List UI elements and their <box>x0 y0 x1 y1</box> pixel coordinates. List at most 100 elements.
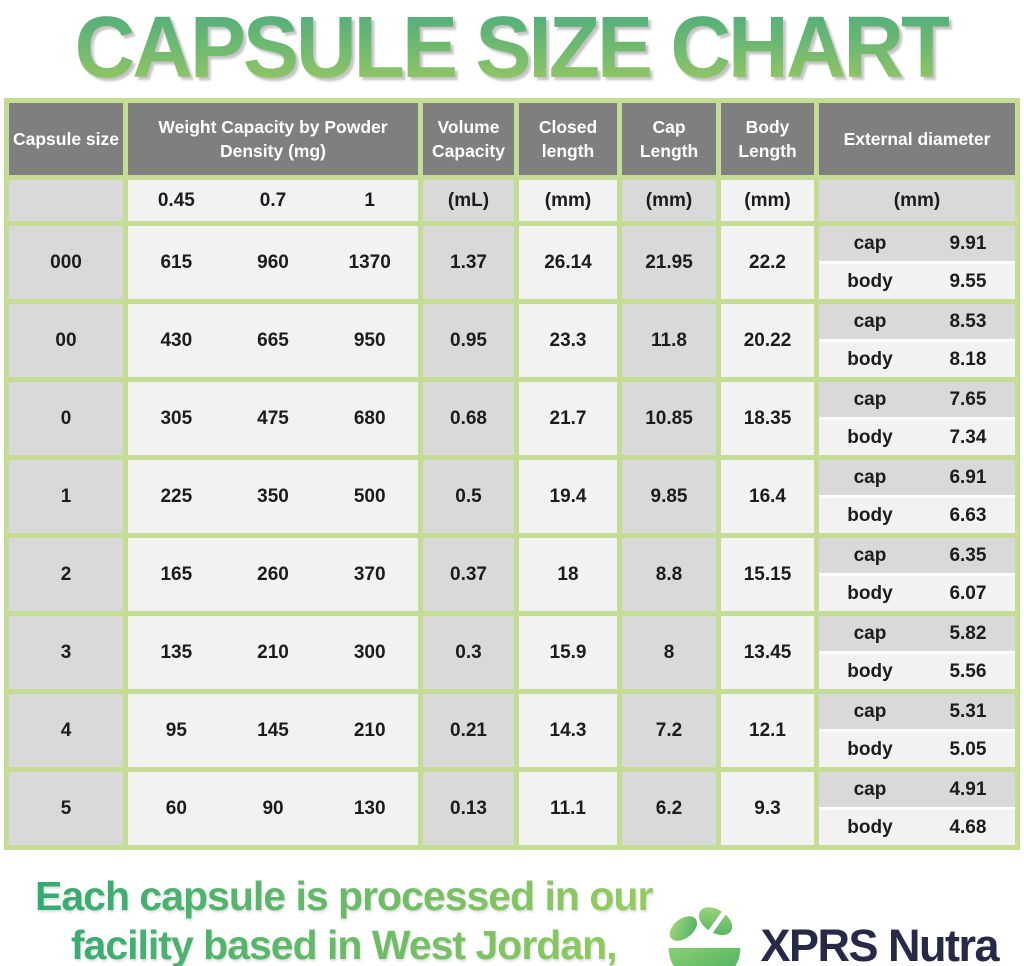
cell-volume-capacity: 0.13 <box>423 772 514 845</box>
cell-weight-capacities: 95 145 210 <box>128 694 418 767</box>
table-row: 0 305 475 680 0.68 21.7 10.85 18.35 cap … <box>9 382 1015 455</box>
external-body-value: 4.68 <box>949 816 987 838</box>
cell-capsule-size: 1 <box>9 460 123 533</box>
header-closed-length: Closed length <box>519 103 617 175</box>
cell-cap-length: 7.2 <box>622 694 716 767</box>
external-cap-value: 5.31 <box>949 700 987 722</box>
cell-cap-length: 6.2 <box>622 772 716 845</box>
external-body-value: 5.56 <box>949 660 987 682</box>
external-cap-label: cap <box>853 700 887 722</box>
weight-density-1: 210 <box>353 719 386 741</box>
cell-body-length: 22.2 <box>721 226 814 299</box>
cell-cap-length: 21.95 <box>622 226 716 299</box>
external-body-label: body <box>847 504 893 526</box>
external-body-label: body <box>847 738 893 760</box>
cell-body-length: 9.3 <box>721 772 814 845</box>
brand-name: XPRS Nutra <box>760 919 999 966</box>
external-body-label: body <box>847 426 893 448</box>
header-volume-capacity: Volume Capacity <box>423 103 514 175</box>
weight-density-07: 350 <box>257 485 289 507</box>
weight-density-1: 300 <box>353 641 386 663</box>
cell-volume-capacity: 0.5 <box>423 460 514 533</box>
external-body-label: body <box>847 348 893 370</box>
unit-cap: (mm) <box>622 180 716 221</box>
tagline-line1: Each capsule is processed in our <box>35 873 653 919</box>
cell-body-length: 20.22 <box>721 304 814 377</box>
external-cap-value: 6.91 <box>949 466 987 488</box>
external-body-row: body 7.34 <box>819 420 1015 455</box>
cell-body-length: 13.45 <box>721 616 814 689</box>
external-cap-label: cap <box>853 622 887 644</box>
external-cap-row: cap 5.82 <box>819 616 1015 651</box>
cell-cap-length: 8 <box>622 616 716 689</box>
external-cap-label: cap <box>853 466 887 488</box>
cell-volume-capacity: 0.21 <box>423 694 514 767</box>
external-body-value: 6.07 <box>949 582 987 604</box>
table-row: 5 60 90 130 0.13 11.1 6.2 9.3 cap 4.91 b… <box>9 772 1015 845</box>
weight-density-07: 90 <box>262 797 284 819</box>
weight-density-045: 225 <box>160 485 193 507</box>
cell-external-diameter: cap 5.31 body 5.05 <box>819 694 1015 767</box>
cell-capsule-size: 4 <box>9 694 123 767</box>
cell-external-diameter: cap 8.53 body 8.18 <box>819 304 1015 377</box>
weight-density-1: 370 <box>353 563 386 585</box>
cell-external-diameter: cap 6.91 body 6.63 <box>819 460 1015 533</box>
external-body-value: 6.63 <box>949 504 987 526</box>
footer-tagline: Each capsule is processed in our facilit… <box>30 872 657 966</box>
cell-weight-capacities: 305 475 680 <box>128 382 418 455</box>
cell-cap-length: 8.8 <box>622 538 716 611</box>
density-07: 0.7 <box>259 189 287 211</box>
footer: Each capsule is processed in our facilit… <box>0 872 1024 966</box>
weight-density-07: 145 <box>257 719 289 741</box>
external-cap-value: 9.91 <box>949 232 987 254</box>
table-row: 3 135 210 300 0.3 15.9 8 13.45 cap 5.82 … <box>9 616 1015 689</box>
brand-logo: XPRS Nutra <box>657 900 999 966</box>
cell-body-length: 16.4 <box>721 460 814 533</box>
unit-densities: 0.45 0.7 1 <box>128 180 418 221</box>
cell-capsule-size: 5 <box>9 772 123 845</box>
table-row: 1 225 350 500 0.5 19.4 9.85 16.4 cap 6.9… <box>9 460 1015 533</box>
weight-density-045: 95 <box>165 719 187 741</box>
weight-density-07: 475 <box>257 407 289 429</box>
cell-external-diameter: cap 4.91 body 4.68 <box>819 772 1015 845</box>
cell-external-diameter: cap 5.82 body 5.56 <box>819 616 1015 689</box>
cell-closed-length: 21.7 <box>519 382 617 455</box>
cell-capsule-size: 0 <box>9 382 123 455</box>
capsule-size-table: Capsule size Weight Capacity by Powder D… <box>4 98 1020 850</box>
weight-density-1: 500 <box>353 485 386 507</box>
mortar-bowl-leaves-icon <box>669 906 741 966</box>
external-body-label: body <box>847 582 893 604</box>
external-cap-value: 4.91 <box>949 778 987 800</box>
external-cap-label: cap <box>853 232 887 254</box>
cell-closed-length: 26.14 <box>519 226 617 299</box>
cell-capsule-size: 2 <box>9 538 123 611</box>
unit-volume: (mL) <box>423 180 514 221</box>
cell-closed-length: 11.1 <box>519 772 617 845</box>
page-header: CAPSULE SIZE CHART <box>0 0 1024 96</box>
external-cap-value: 7.65 <box>949 388 987 410</box>
external-body-label: body <box>847 660 893 682</box>
external-body-label: body <box>847 816 893 838</box>
cell-external-diameter: cap 9.91 body 9.55 <box>819 226 1015 299</box>
weight-density-045: 430 <box>160 329 193 351</box>
external-cap-value: 6.35 <box>949 544 987 566</box>
cell-body-length: 15.15 <box>721 538 814 611</box>
header-capsule-size: Capsule size <box>9 103 123 175</box>
header-body-length: Body Length <box>721 103 814 175</box>
weight-density-1: 680 <box>353 407 386 429</box>
cell-capsule-size: 000 <box>9 226 123 299</box>
cell-weight-capacities: 615 960 1370 <box>128 226 418 299</box>
weight-density-045: 305 <box>160 407 193 429</box>
external-cap-label: cap <box>853 778 887 800</box>
external-body-value: 8.18 <box>949 348 987 370</box>
tagline-line2: facility based in West Jordan, Utah <box>70 922 617 966</box>
header-external-diameter: External diameter <box>819 103 1015 175</box>
external-body-row: body 9.55 <box>819 264 1015 299</box>
cell-closed-length: 15.9 <box>519 616 617 689</box>
cell-volume-capacity: 0.95 <box>423 304 514 377</box>
external-cap-row: cap 5.31 <box>819 694 1015 729</box>
weight-density-045: 135 <box>160 641 193 663</box>
weight-density-045: 60 <box>165 797 187 819</box>
external-cap-row: cap 4.91 <box>819 772 1015 807</box>
cell-volume-capacity: 0.68 <box>423 382 514 455</box>
